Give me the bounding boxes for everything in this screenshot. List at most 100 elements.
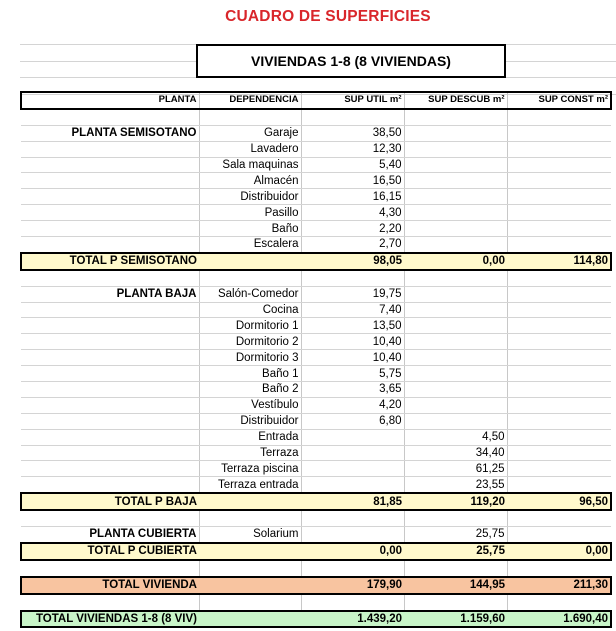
cell-planta: TOTAL P BAJA xyxy=(20,492,199,512)
cell-sup-const xyxy=(506,286,611,303)
cell-sup-descub xyxy=(403,269,507,287)
cell-sup-util: 98,05 xyxy=(301,251,404,271)
cell-planta: TOTAL P SEMISOTANO xyxy=(20,251,199,271)
cell-sup-const: 114,80 xyxy=(507,251,612,271)
cell-dependencia: Pasillo xyxy=(198,204,301,222)
cell-sup-descub xyxy=(403,220,507,238)
cell-sup-descub xyxy=(403,236,507,254)
cell-dependencia: Escalera xyxy=(198,236,301,254)
cell-sup-const xyxy=(506,349,611,367)
cell-dependencia xyxy=(198,108,301,126)
cell-sup-const xyxy=(506,365,611,383)
cell-dependencia xyxy=(198,593,301,611)
table-row: Dormitorio 3 10,40 xyxy=(21,349,611,367)
cell-sup-descub xyxy=(403,172,507,190)
cell-sup-util: 10,40 xyxy=(300,333,404,351)
cell-sup-descub xyxy=(403,125,507,142)
cell-sup-descub xyxy=(403,157,507,174)
cell-sup-util xyxy=(300,526,404,544)
cell-planta: PLANTA SEMISOTANO xyxy=(21,125,199,142)
table-row: Almacén 16,50 xyxy=(21,172,611,190)
cell-sup-util: 5,75 xyxy=(300,365,404,383)
table-row: Pasillo 4,30 xyxy=(21,204,611,222)
cell-planta xyxy=(21,593,199,611)
cell-sup-const xyxy=(506,269,611,287)
header-sup-util: SUP UTIL m² xyxy=(300,91,404,110)
cell-planta xyxy=(21,141,199,158)
cell-sup-const xyxy=(506,445,611,462)
cell-sup-descub xyxy=(403,108,507,126)
total-row: TOTAL VIVIENDA 179,90 144,95 211,30 xyxy=(20,575,612,595)
cell-sup-descub xyxy=(403,188,507,206)
cell-sup-descub xyxy=(403,204,507,222)
cell-dependencia xyxy=(199,575,301,595)
cell-sup-descub: 4,50 xyxy=(403,429,507,446)
cell-planta: PLANTA BAJA xyxy=(21,286,199,303)
table-row: Distribuidor 6,80 xyxy=(21,413,611,430)
cell-planta xyxy=(21,269,199,287)
cell-dependencia: Distribuidor xyxy=(198,188,301,206)
cell-sup-const xyxy=(506,381,611,398)
cell-sup-const xyxy=(506,108,611,126)
cell-dependencia: Sala maquinas xyxy=(198,157,301,174)
surfaces-table: PLANTA DEPENDENCIA SUP UTIL m² SUP DESCUB m… xyxy=(20,91,612,629)
cell-dependencia xyxy=(198,559,301,578)
cell-sup-descub: 61,25 xyxy=(403,460,507,478)
cell-sup-descub xyxy=(403,317,507,335)
cell-sup-util xyxy=(300,445,404,462)
cell-sup-descub: 23,55 xyxy=(403,476,507,494)
cell-sup-descub xyxy=(403,333,507,351)
table-row: Dormitorio 2 10,40 xyxy=(21,333,611,351)
cell-dependencia: Garaje xyxy=(198,125,301,142)
cell-sup-const xyxy=(506,220,611,238)
cell-dependencia: Entrada xyxy=(198,429,301,446)
header-sup-const: SUP CONST m² xyxy=(506,91,612,110)
empty-row xyxy=(21,269,611,287)
total-row: TOTAL P SEMISOTANO 98,05 0,00 114,80 xyxy=(20,251,612,271)
cell-sup-util: 16,15 xyxy=(300,188,404,206)
cell-dependencia: Dormitorio 1 xyxy=(198,317,301,335)
cell-sup-const: 96,50 xyxy=(507,492,612,512)
cell-sup-const: 1.690,40 xyxy=(507,609,612,629)
total-row: TOTAL P CUBIERTA 0,00 25,75 0,00 xyxy=(20,541,612,561)
empty-row xyxy=(21,593,611,611)
cell-dependencia: Almacén xyxy=(198,172,301,190)
cell-sup-util: 38,50 xyxy=(300,125,404,142)
cell-dependencia xyxy=(199,251,301,271)
cell-sup-util xyxy=(300,429,404,446)
table-row: Cocina 7,40 xyxy=(21,302,611,319)
cell-planta xyxy=(21,445,199,462)
table-row: Escalera 2,70 xyxy=(21,236,611,254)
cell-planta xyxy=(21,365,199,383)
cell-dependencia xyxy=(199,609,301,629)
cell-sup-util: 2,20 xyxy=(300,220,404,238)
cell-dependencia: Dormitorio 2 xyxy=(198,333,301,351)
cell-sup-const xyxy=(506,510,611,528)
total-row: TOTAL VIVIENDAS 1-8 (8 VIV) 1.439,20 1.159… xyxy=(20,609,612,629)
cell-sup-descub: 34,40 xyxy=(403,445,507,462)
cell-sup-const xyxy=(506,397,611,414)
cell-planta: TOTAL VIVIENDAS 1-8 (8 VIV) xyxy=(20,609,199,629)
cell-sup-const xyxy=(506,429,611,446)
cell-sup-util xyxy=(300,593,404,611)
cell-sup-const xyxy=(506,141,611,158)
cell-dependencia: Solarium xyxy=(198,526,301,544)
cell-sup-descub: 119,20 xyxy=(404,492,507,512)
cell-sup-util: 19,75 xyxy=(300,286,404,303)
cell-dependencia: Salón-Comedor xyxy=(198,286,301,303)
empty-row xyxy=(21,559,611,578)
cell-dependencia: Vestíbulo xyxy=(198,397,301,414)
cell-sup-util: 179,90 xyxy=(301,575,404,595)
header-dependencia: DEPENDENCIA xyxy=(198,91,301,110)
cell-planta xyxy=(21,559,199,578)
cell-sup-descub: 25,75 xyxy=(404,541,507,561)
cell-sup-descub xyxy=(403,349,507,367)
cell-planta xyxy=(21,204,199,222)
cell-dependencia xyxy=(198,510,301,528)
table-row: Terraza entrada 23,55 xyxy=(21,476,611,494)
cell-dependencia: Terraza entrada xyxy=(198,476,301,494)
header-sup-descub: SUP DESCUB m² xyxy=(403,91,507,110)
empty-row xyxy=(21,510,611,528)
cell-sup-descub xyxy=(403,302,507,319)
cell-dependencia: Baño 1 xyxy=(198,365,301,383)
